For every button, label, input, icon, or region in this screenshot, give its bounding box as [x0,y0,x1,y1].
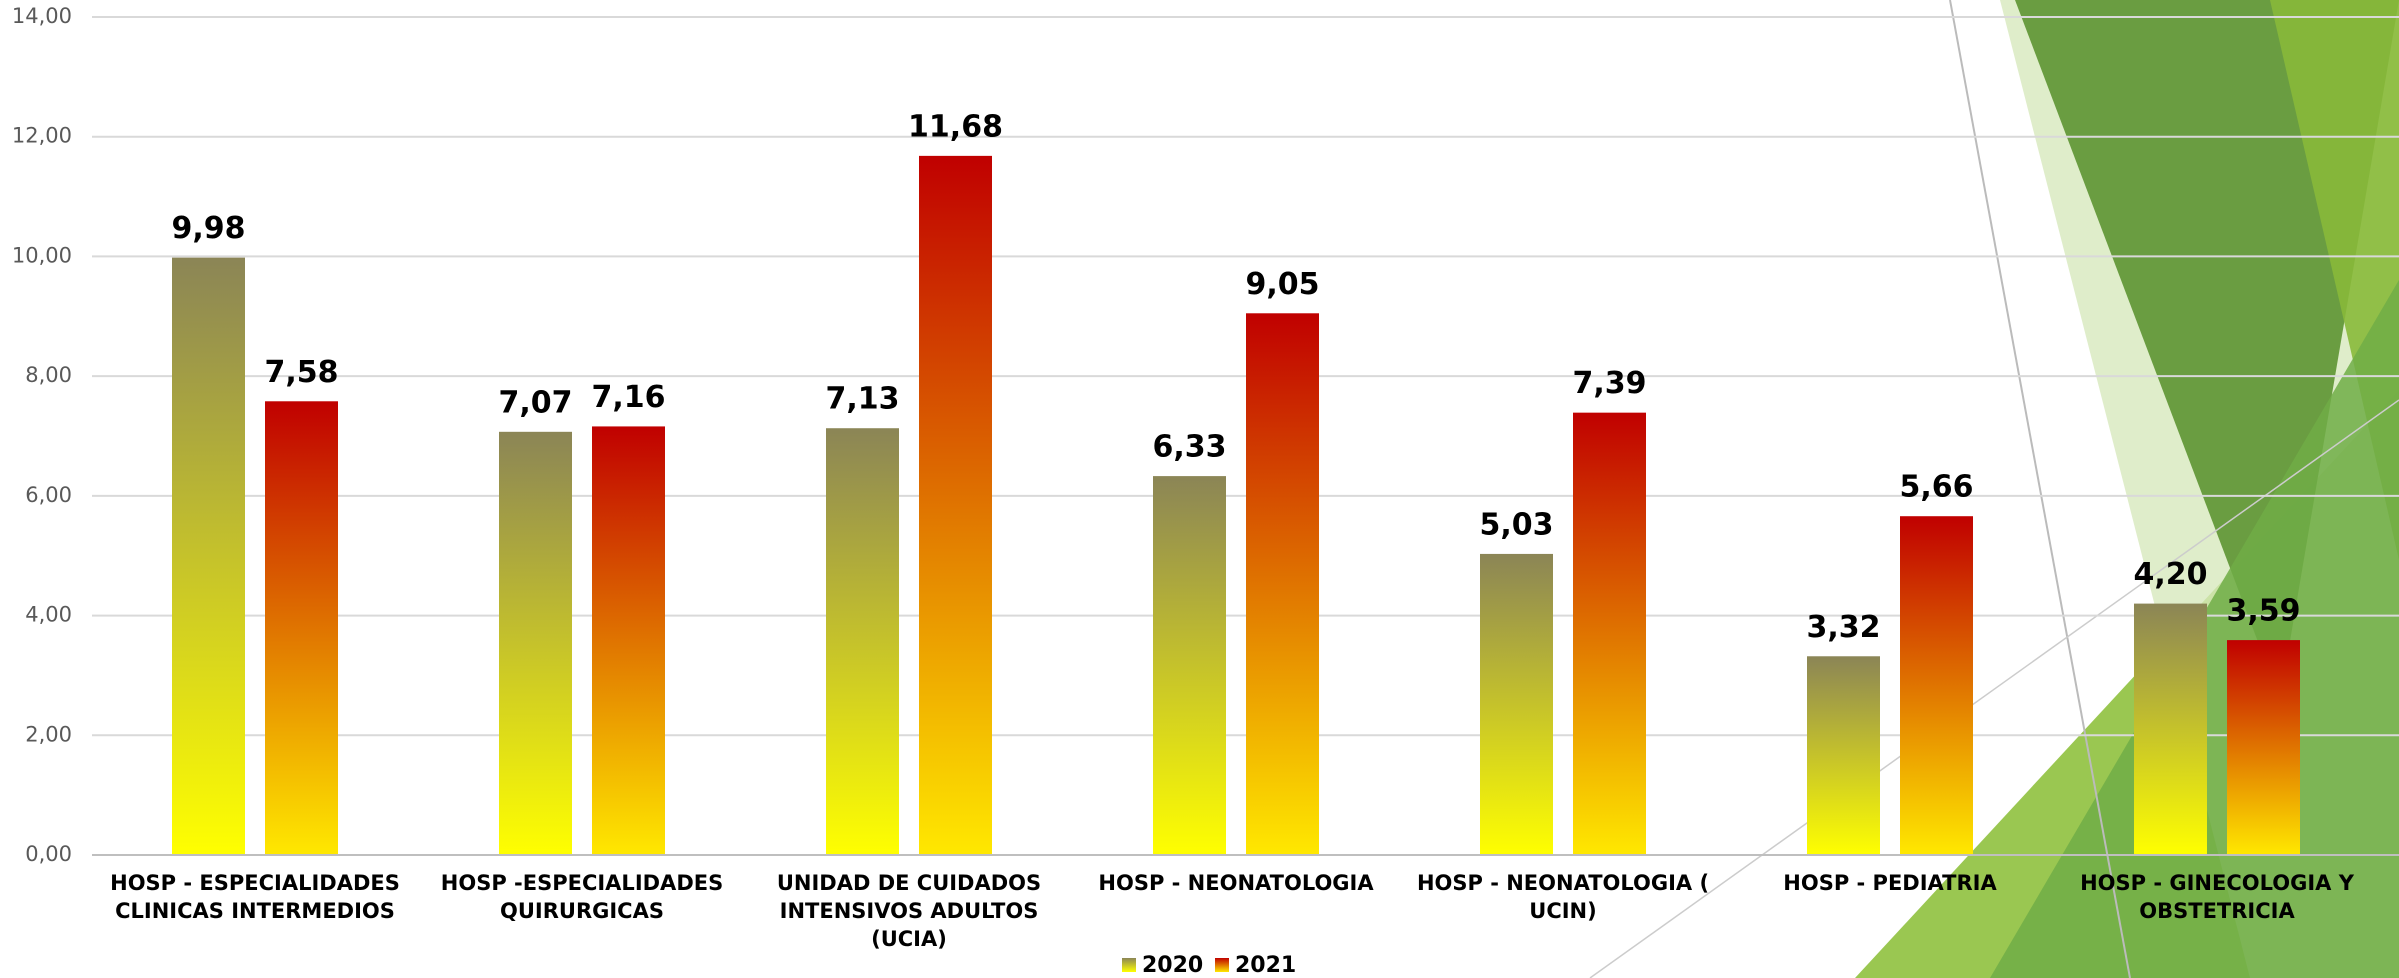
y-tick-label: 12,00 [12,124,72,148]
x-tick-label: HOSP -ESPECIALIDADES QUIRURGICAS [440,871,724,923]
value-label: 7,16 [591,380,665,415]
bar [1246,313,1319,855]
y-tick-label: 10,00 [12,243,72,267]
value-label: 9,98 [171,211,245,246]
bar [826,428,899,855]
legend-swatch [1122,958,1136,972]
bar [2134,603,2207,855]
x-tick-label: UNIDAD DE CUIDADOS INTENSIVOS ADULTOS (U… [776,871,1042,951]
legend-swatch [1215,958,1229,972]
value-label: 7,13 [825,382,899,417]
bar [1900,516,1973,855]
legend-label: 2021 [1235,953,1296,978]
y-tick-label: 14,00 [12,4,72,28]
x-tick-label: HOSP - GINECOLOGIA Y OBSTETRICIA [2080,871,2354,923]
value-label: 3,59 [2226,594,2300,629]
value-label: 7,07 [498,385,572,420]
legend-label: 2020 [1142,953,1203,978]
y-tick-label: 8,00 [25,363,72,387]
bar [265,401,338,855]
bar [499,431,572,855]
value-label: 4,20 [2133,557,2207,592]
x-tick-label: HOSP - ESPECIALIDADES CLINICAS INTERMEDI… [110,871,400,923]
y-tick-label: 0,00 [25,842,72,866]
bar [1480,553,1553,855]
bar [2227,640,2300,855]
bar [1153,476,1226,855]
value-label: 11,68 [908,109,1003,144]
y-tick-label: 2,00 [25,722,72,746]
bar [1573,412,1646,855]
bar [1807,656,1880,855]
x-tick-label: HOSP - PEDIATRIA [1783,871,1997,895]
value-label: 6,33 [1152,430,1226,465]
x-tick-label: HOSP - NEONATOLOGIA ( UCIN) [1416,871,1710,923]
y-tick-label: 4,00 [25,603,72,627]
x-tick-label: HOSP - NEONATOLOGIA [1098,871,1374,895]
value-label: 7,39 [1572,366,1646,401]
value-label: 7,58 [264,355,338,390]
bar [919,155,992,855]
value-label: 5,03 [1479,507,1553,542]
bar [172,257,245,855]
y-tick-label: 6,00 [25,483,72,507]
bar [592,426,665,855]
value-label: 3,32 [1806,610,1880,645]
value-label: 5,66 [1899,470,1973,505]
value-label: 9,05 [1245,267,1319,302]
